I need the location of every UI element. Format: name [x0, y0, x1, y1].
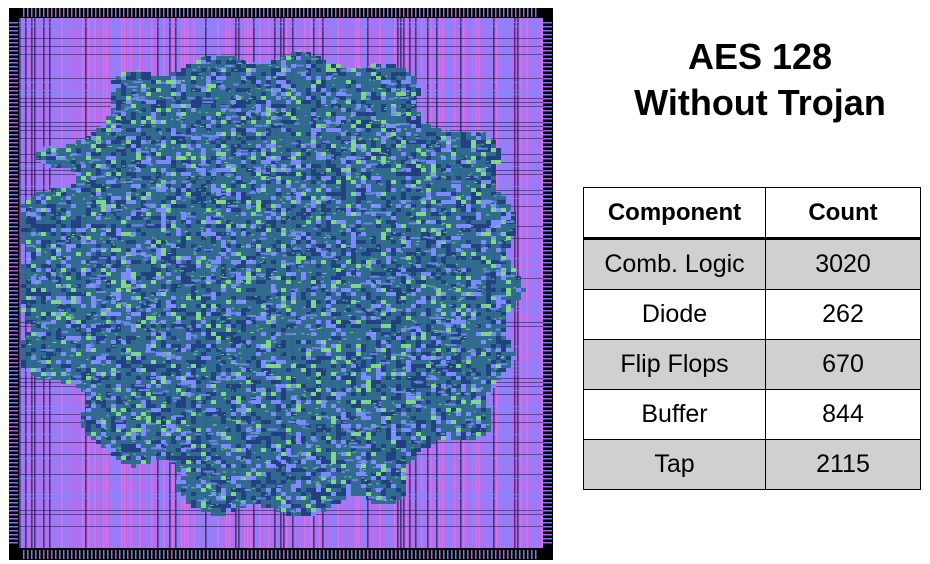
title-line-2: Without Trojan	[634, 82, 886, 123]
row-component: Comb. Logic	[583, 238, 766, 290]
title-line-1: AES 128	[687, 36, 833, 77]
row-count: 262	[765, 289, 921, 340]
row-component: Diode	[583, 289, 766, 340]
chip-layout-drawing	[9, 8, 552, 559]
component-count-table: Component Count Comb. Logic 3020 Diode 2…	[583, 187, 921, 490]
row-component: Flip Flops	[583, 339, 766, 390]
table-row: Diode 262	[583, 289, 921, 340]
row-component: Buffer	[583, 389, 766, 440]
row-component: Tap	[583, 439, 766, 490]
row-count: 3020	[765, 238, 921, 290]
table-row: Tap 2115	[583, 439, 921, 490]
row-count: 670	[765, 339, 921, 390]
table-row: Buffer 844	[583, 389, 921, 440]
header-component: Component	[583, 187, 766, 240]
row-count: 844	[765, 389, 921, 440]
chip-layout-image	[9, 8, 553, 560]
header-count: Count	[765, 187, 921, 240]
row-count: 2115	[765, 439, 921, 490]
page-title: AES 128 Without Trojan	[590, 34, 930, 126]
table-header-row: Component Count	[583, 187, 921, 240]
table-row: Comb. Logic 3020	[583, 238, 921, 290]
table-row: Flip Flops 670	[583, 339, 921, 390]
